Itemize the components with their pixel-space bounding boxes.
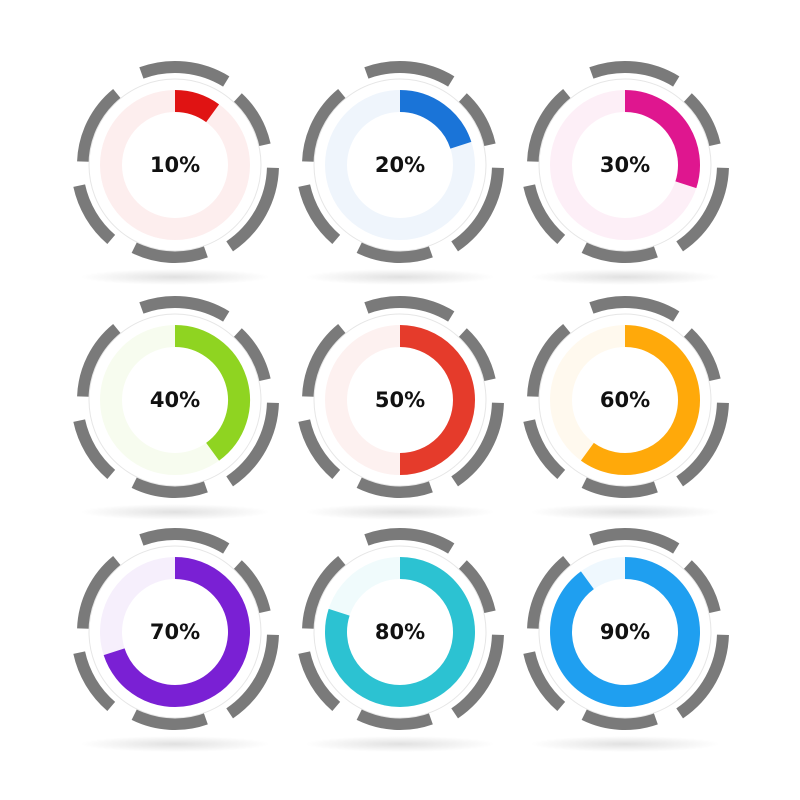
progress-arc xyxy=(174,90,220,123)
shadow xyxy=(80,269,270,285)
decor-arc xyxy=(527,88,571,162)
value-label: 90% xyxy=(600,620,650,644)
decor-arc xyxy=(356,242,433,263)
decor-arc xyxy=(77,555,121,629)
decor-arc xyxy=(523,419,566,479)
decor-arc xyxy=(77,88,121,162)
decor-arc xyxy=(298,651,341,711)
decor-arc xyxy=(451,167,504,252)
decor-arc xyxy=(356,477,433,498)
decor-arc xyxy=(139,528,230,554)
progress-arc xyxy=(399,325,475,475)
value-label: 60% xyxy=(600,388,650,412)
decor-arc xyxy=(364,61,455,87)
shadow xyxy=(305,269,495,285)
decor-arc xyxy=(77,323,121,397)
decor-arc xyxy=(676,167,729,252)
progress-arc xyxy=(580,325,700,475)
progress-arc xyxy=(624,90,700,189)
shadow xyxy=(80,504,270,520)
shadow xyxy=(80,736,270,752)
decor-arc xyxy=(139,61,230,87)
decor-arc xyxy=(683,560,721,614)
decor-arc xyxy=(356,709,433,730)
decor-arc xyxy=(589,528,680,554)
shadow xyxy=(530,736,720,752)
decor-arc xyxy=(589,296,680,322)
decor-arc xyxy=(226,167,279,252)
decor-arc xyxy=(302,323,346,397)
progress-arc xyxy=(103,557,250,707)
progress-arc xyxy=(550,557,700,707)
value-label: 50% xyxy=(375,388,425,412)
decor-arc xyxy=(523,651,566,711)
decor-arc xyxy=(302,88,346,162)
value-label: 10% xyxy=(150,153,200,177)
shadow xyxy=(305,504,495,520)
decor-arc xyxy=(676,634,729,719)
decor-arc xyxy=(73,651,116,711)
decor-arc xyxy=(676,402,729,487)
value-label: 30% xyxy=(600,153,650,177)
decor-arc xyxy=(581,477,658,498)
decor-arc xyxy=(364,296,455,322)
value-label: 20% xyxy=(375,153,425,177)
decor-arc xyxy=(298,184,341,244)
decor-arc xyxy=(139,296,230,322)
decor-arc xyxy=(226,634,279,719)
decor-arc xyxy=(458,328,496,382)
decor-arc xyxy=(527,323,571,397)
decor-arc xyxy=(589,61,680,87)
decor-arc xyxy=(581,709,658,730)
decor-arc xyxy=(233,93,271,147)
decor-arc xyxy=(302,555,346,629)
decor-arc xyxy=(298,419,341,479)
decor-arc xyxy=(233,328,271,382)
shadow xyxy=(530,504,720,520)
decor-arc xyxy=(581,242,658,263)
decor-arc xyxy=(131,477,208,498)
decor-arc xyxy=(73,419,116,479)
decor-arc xyxy=(233,560,271,614)
decor-arc xyxy=(458,560,496,614)
decor-arc xyxy=(364,528,455,554)
value-label: 80% xyxy=(375,620,425,644)
decor-arc xyxy=(683,328,721,382)
decor-arc xyxy=(451,402,504,487)
progress-arc xyxy=(174,325,250,461)
shadow xyxy=(530,269,720,285)
decor-arc xyxy=(73,184,116,244)
progress-arc xyxy=(325,557,475,707)
decor-arc xyxy=(226,402,279,487)
shadow xyxy=(305,736,495,752)
decor-arc xyxy=(683,93,721,147)
value-label: 40% xyxy=(150,388,200,412)
value-label: 70% xyxy=(150,620,200,644)
progress-arc xyxy=(399,90,472,150)
decor-arc xyxy=(451,634,504,719)
decor-arc xyxy=(131,242,208,263)
decor-arc xyxy=(458,93,496,147)
decor-arc xyxy=(131,709,208,730)
decor-arc xyxy=(527,555,571,629)
decor-arc xyxy=(523,184,566,244)
